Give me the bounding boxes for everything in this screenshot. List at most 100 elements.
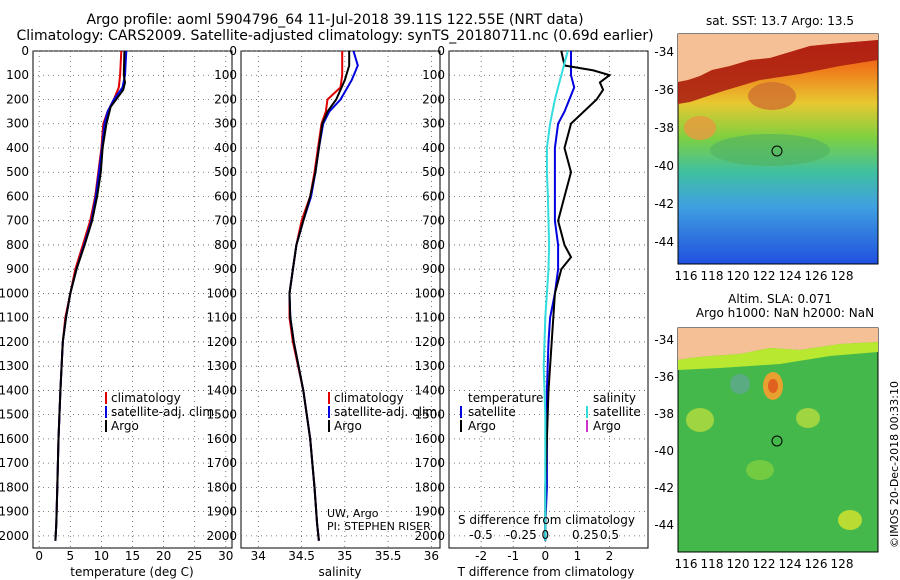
x-tick-label: 1	[574, 549, 582, 563]
salinity-legend: climatology satellite-adj. clim. Argo UW…	[327, 391, 441, 533]
legend-argo-s: Argo	[334, 419, 362, 433]
x-tick-label: 20	[156, 549, 171, 563]
lon-tick-label: 118	[701, 557, 724, 571]
annotation-pi: PI: STEPHEN RISER	[327, 520, 431, 533]
y-tick-label: 1700	[414, 456, 445, 470]
y-tick-label: 100	[214, 68, 237, 82]
lat-tick-label: -38	[654, 407, 674, 421]
imos-credit: ©IMOS 20-Dec-2018 00:33:10	[888, 381, 900, 548]
y-tick-label: 1600	[206, 432, 237, 446]
x-tick-label: 35.5	[375, 549, 402, 563]
y-tick-label: 1900	[206, 505, 237, 519]
y-tick-label: 700	[422, 214, 445, 228]
legend-climatology: climatology	[111, 391, 181, 405]
lat-tick-label: -34	[654, 45, 674, 59]
y-tick-label: 200	[6, 92, 29, 106]
legend-salinity-title: salinity	[593, 391, 636, 405]
y-tick-label: 400	[6, 141, 29, 155]
y-tick-label: 300	[214, 117, 237, 131]
x-tick-label: 30	[218, 549, 233, 563]
y-tick-label: 1200	[0, 335, 29, 349]
y-tick-label: 1500	[0, 408, 29, 422]
s-difference-label: S difference from climatology	[458, 513, 635, 527]
legend-t-argo: Argo	[468, 419, 496, 433]
x-tick-label: 25	[187, 549, 202, 563]
lon-tick-label: 116	[675, 269, 698, 283]
legend-temperature-title: temperature	[468, 391, 543, 405]
x2-tick-label: 0.25	[572, 528, 599, 542]
sla-title-2: Argo h1000: NaN h2000: NaN	[695, 306, 875, 320]
lat-tick-label: -36	[654, 83, 674, 97]
y-tick-label: 400	[422, 141, 445, 155]
y-tick-label: 1500	[206, 408, 237, 422]
lon-tick-label: 122	[753, 269, 776, 283]
y-tick-label: 1300	[414, 359, 445, 373]
y-tick-label: 400	[214, 141, 237, 155]
difference-xlabel: T difference from climatology	[457, 565, 635, 579]
y-tick-label: 700	[214, 214, 237, 228]
x-tick-label: 2	[606, 549, 614, 563]
lat-tick-label: -36	[654, 370, 674, 384]
y-tick-label: 1100	[0, 311, 29, 325]
x-tick-label: 34	[251, 549, 266, 563]
y-tick-label: 600	[422, 189, 445, 203]
y-tick-label: 500	[6, 165, 29, 179]
lat-tick-label: -44	[654, 235, 674, 249]
lon-tick-label: 124	[779, 557, 802, 571]
lat-tick-label: -38	[654, 121, 674, 135]
salinity-panel-frame	[240, 50, 441, 549]
y-tick-label: 600	[6, 189, 29, 203]
lat-tick-label: -40	[654, 444, 674, 458]
series-argo	[54, 50, 127, 541]
y-tick-label: 1900	[414, 505, 445, 519]
y-tick-label: 2000	[0, 529, 29, 543]
lon-tick-label: 126	[805, 269, 828, 283]
lon-tick-label: 120	[727, 557, 750, 571]
y-tick-label: 2000	[414, 529, 445, 543]
salinity-xlabel: salinity	[318, 565, 361, 579]
y-tick-label: 300	[6, 117, 29, 131]
y-tick-label: 900	[214, 262, 237, 276]
x-tick-label: -1	[507, 549, 519, 563]
sst-map	[677, 33, 879, 265]
x-tick-label: 0	[541, 549, 549, 563]
lat-tick-label: -34	[654, 333, 674, 347]
lat-tick-label: -42	[654, 481, 674, 495]
sst-title: sat. SST: 13.7 Argo: 13.5	[705, 14, 855, 28]
y-tick-label: 1700	[0, 456, 29, 470]
y-tick-label: 1300	[206, 359, 237, 373]
x2-tick-label: 0.5	[600, 528, 619, 542]
legend-climatology-s: climatology	[334, 391, 404, 405]
y-tick-label: 900	[6, 262, 29, 276]
y-tick-label: 1700	[206, 456, 237, 470]
y-tick-label: 1800	[414, 480, 445, 494]
x-tick-label: 15	[125, 549, 140, 563]
plot-title-line-2: Climatology: CARS2009. Satellite-adjuste…	[16, 28, 654, 44]
plot-title-line-1: Argo profile: aoml 5904796_64 11-Jul-201…	[86, 12, 584, 28]
y-tick-label: 1600	[414, 432, 445, 446]
x-tick-label: -2	[475, 549, 487, 563]
y-tick-label: 1400	[0, 383, 29, 397]
y-tick-label: 1800	[0, 480, 29, 494]
lon-tick-label: 122	[753, 557, 776, 571]
x2-tick-label: -0.5	[469, 528, 492, 542]
temperature-panel-frame	[32, 50, 233, 549]
y-tick-label: 800	[6, 238, 29, 252]
series-argo	[288, 51, 351, 541]
lon-tick-label: 118	[701, 269, 724, 283]
series-s-satellite	[542, 50, 569, 541]
legend-s-satellite: satellite	[593, 405, 641, 419]
y-tick-label: 1000	[414, 286, 445, 300]
y-tick-label: 1000	[206, 286, 237, 300]
y-tick-label: 700	[6, 214, 29, 228]
temperature-legend: climatology satellite-adj. clim. Argo	[105, 391, 218, 433]
x-tick-label: 36	[424, 549, 439, 563]
y-tick-label: 1400	[414, 383, 445, 397]
y-tick-label: 1200	[414, 335, 445, 349]
x2-tick-label: -0.25	[506, 528, 537, 542]
x-tick-label: 34.5	[288, 549, 315, 563]
y-tick-label: 900	[422, 262, 445, 276]
difference-panel-frame	[448, 50, 649, 549]
series-t-argo	[544, 50, 612, 541]
lon-tick-label: 120	[727, 269, 750, 283]
